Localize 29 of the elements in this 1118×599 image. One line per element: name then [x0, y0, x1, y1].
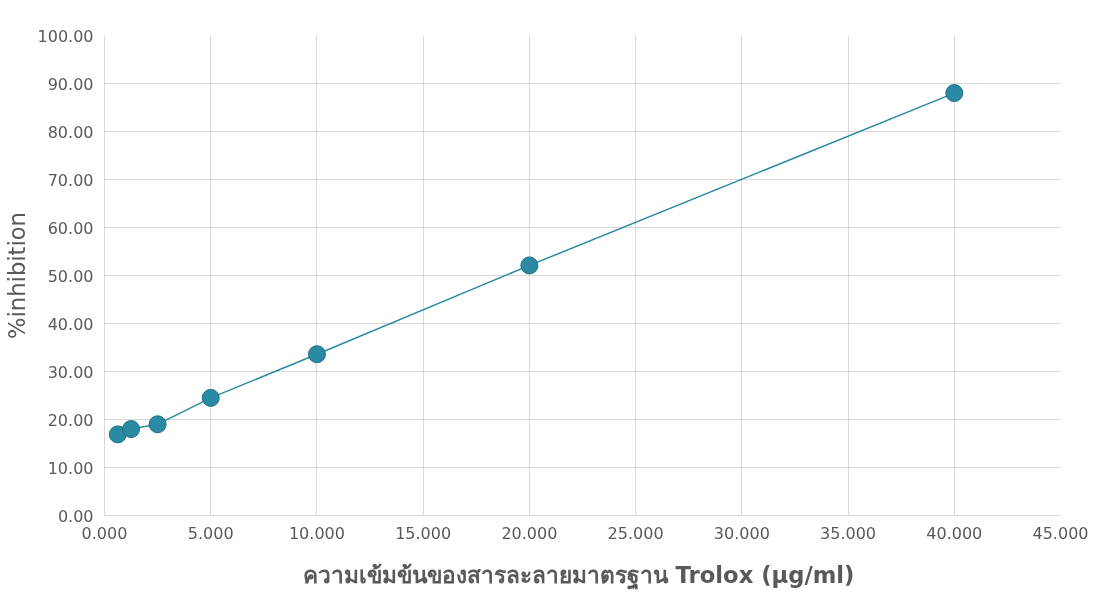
y-axis-title: %inhibition — [3, 212, 30, 339]
x-tick-label: 45.000 — [1032, 523, 1089, 543]
point — [201, 388, 220, 407]
x-tick-label: 30.000 — [713, 523, 770, 543]
y-tick-label: 60.00 — [47, 218, 94, 238]
x-tick-label: 5.000 — [187, 523, 234, 543]
x-tick-label: 35.000 — [820, 523, 877, 543]
y-tick-label: 70.00 — [47, 170, 94, 190]
point — [945, 84, 964, 103]
point — [148, 415, 167, 434]
x-tick-label: 40.000 — [926, 523, 983, 543]
y-tick-label: 10.00 — [47, 458, 94, 478]
x-tick-label: 10.000 — [288, 523, 345, 543]
point — [122, 420, 141, 439]
x-tick-label: 25.000 — [607, 523, 664, 543]
y-tick-label: 20.00 — [47, 410, 94, 430]
x-axis-title: ความเข้มข้นของสารละลายมาตรฐาน Trolox (µg/ml) — [302, 561, 855, 590]
x-tick-label: 15.000 — [395, 523, 452, 543]
y-tick-label: 80.00 — [47, 122, 94, 142]
y-tick-label: 40.00 — [47, 314, 94, 334]
y-tick-label: 0.00 — [57, 506, 94, 526]
x-tick-label: 0.000 — [81, 523, 128, 543]
y-tick-label: 30.00 — [47, 362, 94, 382]
point — [520, 256, 539, 275]
y-tick-label: 50.00 — [47, 266, 94, 286]
y-tick-label: 90.00 — [47, 74, 94, 94]
x-tick-label: 20.000 — [501, 523, 558, 543]
y-tick-label: 100.00 — [37, 26, 94, 46]
point — [307, 345, 326, 364]
